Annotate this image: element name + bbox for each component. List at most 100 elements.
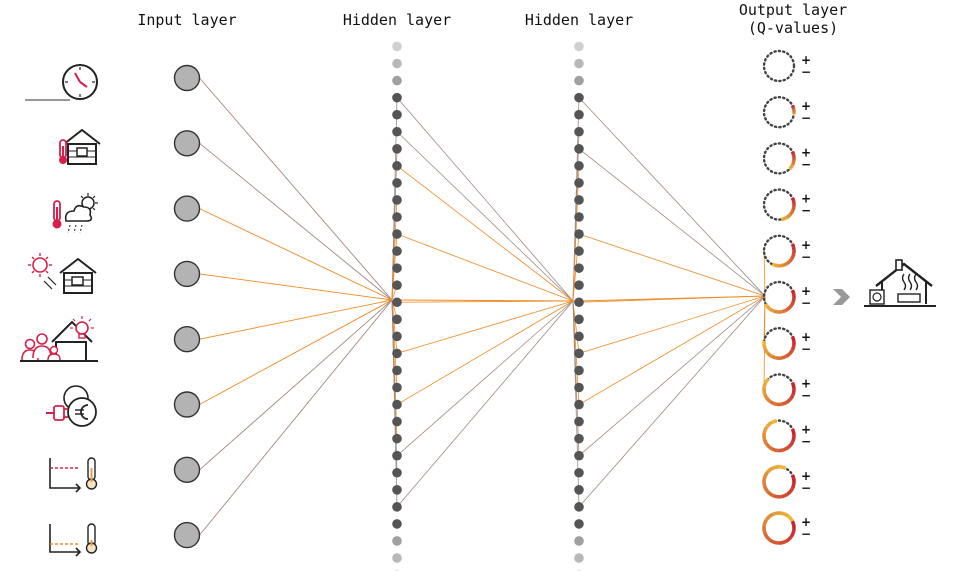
q-value-minus-5: − [801, 250, 811, 264]
q-value-plus-5: + [801, 238, 811, 252]
outdoor-weather-thermometer-icon [52, 193, 98, 234]
connection-input-1 [199, 77, 393, 301]
q-value-minus-8: − [801, 388, 811, 402]
hidden-layer-2-neuron-16 [574, 297, 584, 308]
output-neuron-9: +− [762, 419, 811, 453]
hidden-layer-2-neuron-6 [574, 126, 584, 137]
hidden-layer-2-neuron-2 [574, 58, 584, 69]
hidden-layer-1-neuron-27 [392, 485, 402, 495]
hidden-layer-1-neuron-24 [392, 433, 402, 444]
hidden-layer-1-neuron-28 [392, 502, 402, 512]
hidden-layer-2-neuron-13 [574, 246, 584, 256]
q-value-plus-8: + [801, 376, 811, 390]
connection-hidden1-out-9 [396, 300, 574, 508]
connections [199, 77, 766, 536]
hidden-layer-2-neuron-15 [574, 280, 584, 291]
q-value-plus-7: + [801, 330, 811, 344]
hidden-layer-2-neuron-10 [574, 195, 584, 205]
connection-input-8 [199, 299, 393, 536]
clock-icon [25, 64, 98, 101]
input-neuron-6 [173, 391, 201, 418]
hidden-layer-1-neuron-21 [392, 382, 402, 393]
output-neuron-1: +− [762, 49, 811, 83]
hidden-layer-1-neuron-1 [392, 41, 402, 52]
hidden-layer-2-neuron-18 [574, 331, 584, 342]
hidden-layer-1-neuron-7 [392, 144, 402, 154]
hidden-layer-2-neuron-1 [574, 41, 584, 52]
connection-output-5 [763, 250, 766, 297]
hidden-layer-2-neuron-5 [574, 109, 584, 120]
connection-hidden-bridge [396, 299, 580, 302]
connection-hidden1-out-4 [396, 233, 574, 302]
hidden-layer-1-neuron-31 [392, 553, 402, 563]
hidden-layer-1-neuron-10 [392, 195, 402, 205]
hidden-layer-1-neuron-30 [392, 536, 402, 546]
q-value-minus-9: − [801, 435, 811, 449]
input-neuron-5 [173, 326, 201, 353]
hidden-layer-2-neuron-11 [574, 212, 584, 222]
hidden-layer-2-neuron-7 [574, 144, 584, 154]
q-value-plus-4: + [801, 192, 811, 206]
connection-input-5 [199, 299, 393, 340]
q-value-minus-6: − [801, 296, 811, 310]
q-value-plus-9: + [801, 423, 811, 437]
heated-house-heat-pump-icon [864, 259, 936, 307]
hidden-layer-2-neuron-14 [574, 263, 584, 273]
hidden-layer-2-neuron-25 [574, 450, 584, 461]
q-value-plus-10: + [801, 469, 811, 483]
connection-input-3 [199, 208, 393, 301]
hidden-layer-1-neuron-14 [392, 263, 402, 273]
output-neuron-4: +− [762, 188, 811, 222]
hidden-layer-2 [574, 41, 584, 571]
connection-hidden2-bridge [578, 295, 766, 302]
hidden-layer-1-neuron-12 [392, 229, 402, 239]
hidden-layer-1-neuron-15 [392, 280, 402, 291]
input-layer [173, 64, 201, 549]
hidden-layer-1-neuron-4 [392, 92, 402, 103]
electricity-price-plug-euro-icon [46, 385, 97, 427]
connection-hidden1-out-8 [396, 300, 574, 457]
output-layer-header: Output layer [739, 1, 847, 19]
connection-hidden2-out-7 [578, 295, 766, 457]
output-layer: +−+−+−+−+−+−+−+−+−+−+− [762, 49, 811, 545]
q-value-plus-1: + [801, 53, 811, 67]
hidden-layer-1-neuron-18 [392, 331, 402, 342]
q-value-plus-3: + [801, 145, 811, 159]
connection-hidden2-out-2 [578, 148, 766, 297]
hidden-layer-1-neuron-8 [392, 161, 402, 171]
hidden-layer-2-header: Hidden layer [525, 11, 633, 29]
connection-hidden2-out-6 [578, 295, 766, 405]
connection-input-7 [199, 299, 393, 471]
hidden-layer-2-neuron-17 [574, 314, 584, 325]
output-neuron-3: +− [762, 142, 811, 175]
output-neuron-8: +− [762, 373, 811, 407]
hidden-layer-2-neuron-22 [574, 399, 584, 410]
connection-hidden2-out-1 [578, 97, 766, 297]
hidden-layer-2-neuron-23 [574, 416, 584, 427]
hidden-layer-1-neuron-22 [392, 399, 402, 410]
hidden-layer-1-neuron-13 [392, 246, 402, 256]
output-neuron-6: +− [762, 280, 811, 314]
hidden-layer-1-neuron-2 [392, 58, 402, 69]
hidden-layer-1-neuron-25 [392, 450, 402, 461]
q-value-plus-11: + [801, 515, 811, 529]
hidden-layer-2-neuron-30 [574, 536, 584, 546]
hidden-layer-1-neuron-17 [392, 314, 402, 325]
hidden-layer-2-neuron-29 [574, 519, 584, 529]
input-neuron-8 [173, 521, 201, 549]
hidden-layer-2-neuron-24 [574, 433, 584, 444]
connection-input-4 [199, 273, 393, 301]
hidden-layer-2-neuron-4 [574, 92, 584, 103]
connection-hidden1-out-6 [396, 300, 574, 354]
connection-hidden1-in-2 [391, 148, 398, 301]
connection-hidden1-out-7 [396, 300, 574, 405]
hidden-layer-2-neuron-20 [574, 365, 584, 376]
hidden-layer-2-neuron-8 [574, 161, 584, 171]
occupancy-lighting-house-icon [20, 316, 98, 362]
input-neuron-7 [173, 456, 201, 483]
connection-hidden1-out-3 [396, 165, 574, 302]
input-neuron-4 [173, 260, 201, 288]
output-neuron-10: +− [762, 465, 811, 499]
hidden-layer-1-neuron-9 [392, 178, 402, 188]
